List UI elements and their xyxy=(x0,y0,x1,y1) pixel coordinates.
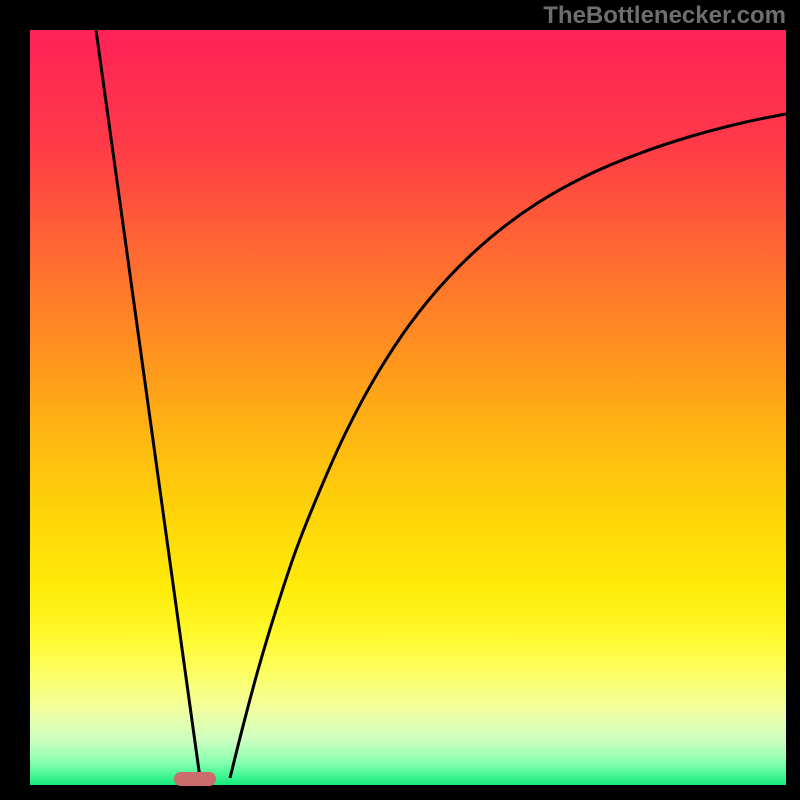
right-rising-curve xyxy=(230,114,786,778)
left-descent-line xyxy=(96,30,200,778)
bottleneck-marker xyxy=(174,772,216,786)
curves-layer xyxy=(30,30,786,785)
watermark-text: TheBottlenecker.com xyxy=(543,2,786,30)
plot-area xyxy=(30,30,786,785)
chart-container: TheBottlenecker.com xyxy=(0,0,800,800)
